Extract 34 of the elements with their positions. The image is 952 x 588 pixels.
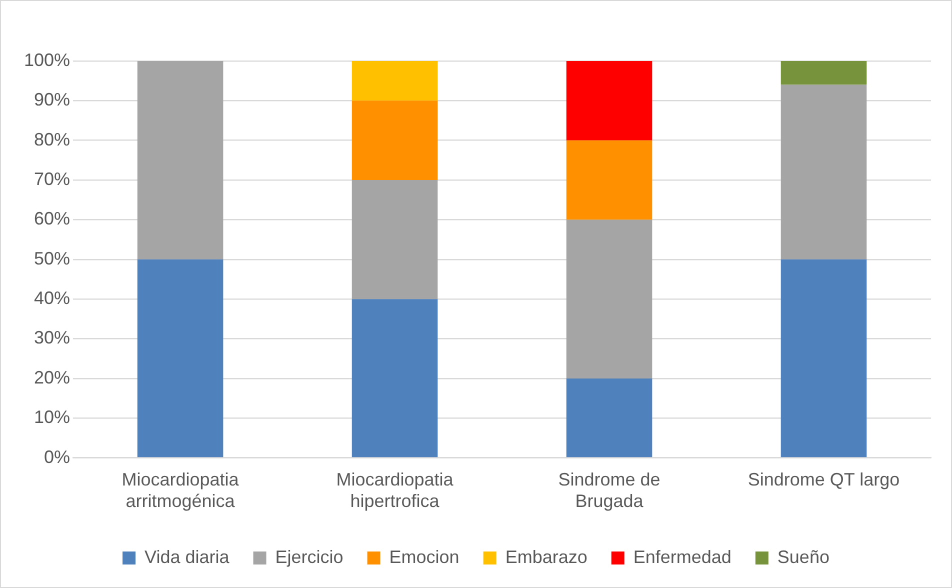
bar (137, 259, 224, 458)
legend-label: Emocion (389, 546, 460, 567)
y-tick-label: 100% (24, 50, 70, 70)
y-tick-label: 90% (34, 90, 70, 110)
bar (352, 100, 438, 180)
legend-label: Ejercicio (275, 546, 344, 567)
legend-label: Vida diaria (144, 546, 230, 567)
legend-label: Embarazo (505, 546, 588, 567)
bar (780, 84, 867, 260)
y-tick-label: 20% (34, 367, 70, 388)
y-tick-label: 70% (34, 169, 70, 190)
bar (137, 61, 224, 260)
legend-label: Sueño (777, 546, 830, 567)
bar (566, 61, 652, 140)
legend-label: Enfermedad (633, 546, 732, 567)
x-tick-label: Miocardiopatia arritmogénica (122, 470, 240, 512)
x-tick-label: Sindrome de Brugada (558, 470, 660, 512)
bar (352, 180, 438, 300)
bar (566, 378, 652, 458)
y-tick-label: 60% (34, 208, 70, 229)
bar (780, 61, 867, 85)
bar (352, 61, 438, 101)
y-tick-label: 10% (34, 407, 70, 428)
x-tick-label: Sindrome QT largo (748, 470, 900, 490)
y-tick-label: 50% (34, 248, 70, 268)
bar (566, 140, 652, 220)
bar (780, 259, 867, 458)
x-tick-label: Miocardiopatia hipertrofica (336, 470, 454, 512)
y-tick-label: 30% (34, 328, 70, 348)
bar (352, 299, 438, 458)
bar (566, 220, 652, 378)
y-tick-label: 0% (44, 446, 70, 467)
y-tick-label: 40% (34, 288, 70, 308)
y-tick-label: 80% (34, 129, 70, 150)
